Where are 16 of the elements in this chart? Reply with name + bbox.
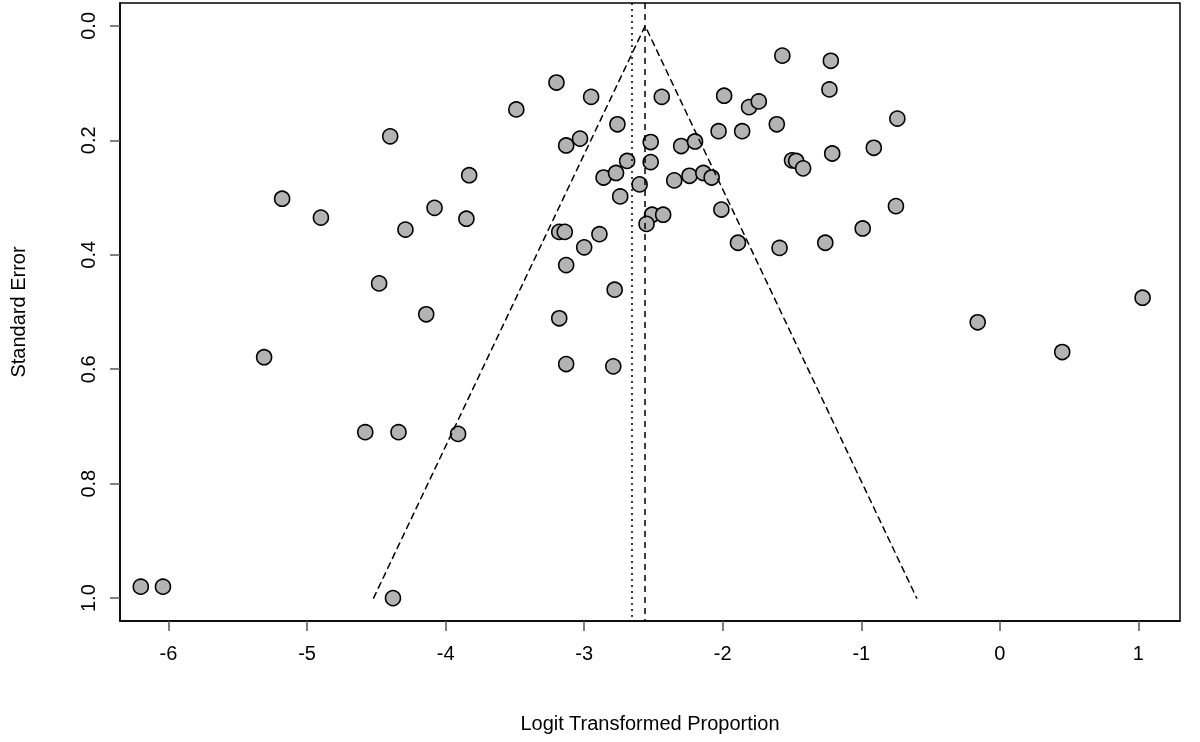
y-tick-label: 0.4 xyxy=(77,240,99,269)
y-tick-label: 0.8 xyxy=(77,469,99,498)
x-tick-label: -5 xyxy=(298,642,316,664)
x-tick-label: -6 xyxy=(159,642,178,664)
x-tick-label: 0 xyxy=(994,642,1006,664)
x-tick-label: -1 xyxy=(852,642,871,664)
x-tick-label: 1 xyxy=(1132,642,1144,664)
y-tick-label: 1.0 xyxy=(77,584,99,613)
x-tick-label: -3 xyxy=(575,642,594,664)
y-tick-label: 0.6 xyxy=(77,355,99,384)
y-tick-label: 0.2 xyxy=(77,126,99,155)
y-axis-title: Standard Error xyxy=(7,246,29,378)
x-tick-label: -2 xyxy=(713,642,732,664)
x-tick-label: -4 xyxy=(436,642,455,664)
y-tick-label: 0.0 xyxy=(77,11,99,40)
x-axis-title: Logit Transformed Proportion xyxy=(520,712,780,734)
